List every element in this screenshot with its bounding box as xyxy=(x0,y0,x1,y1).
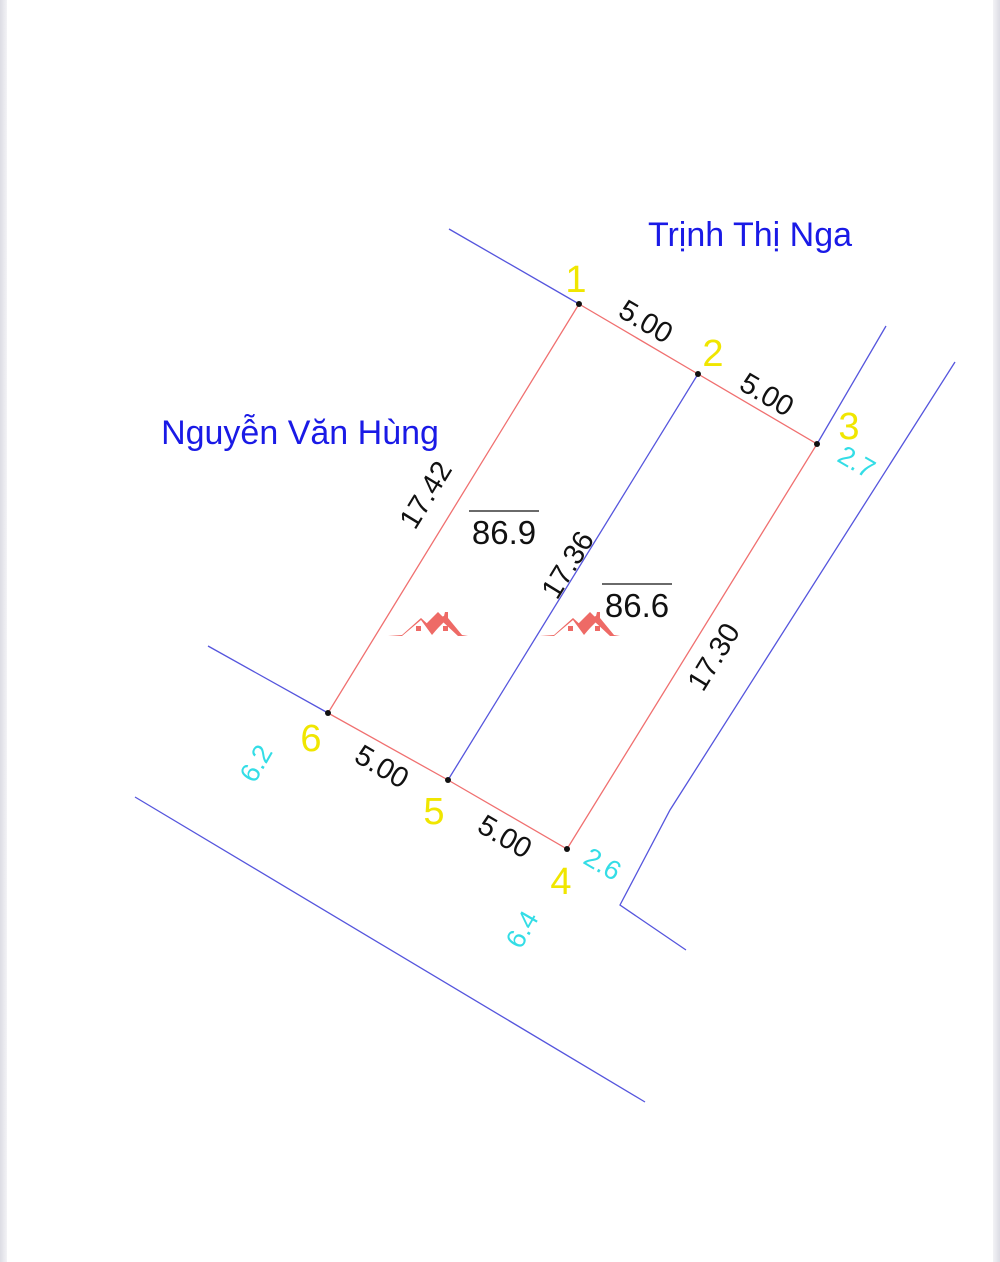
vertex-3 xyxy=(814,441,820,447)
point-label-5: 5 xyxy=(423,791,444,833)
neighbor-lines xyxy=(134,228,956,1103)
point-label-2: 2 xyxy=(702,333,723,375)
dimension-5-2: 17.36 xyxy=(536,526,601,605)
page-edge-left xyxy=(0,0,7,1262)
vertex-5 xyxy=(445,777,451,783)
house-roof-logo xyxy=(388,612,468,636)
neighbor-line-left xyxy=(207,645,329,714)
area-left-lot: 86.9 xyxy=(472,514,536,551)
vertex-4 xyxy=(564,846,570,852)
dimension-1-2: 5.00 xyxy=(613,294,678,350)
point-label-3: 3 xyxy=(838,406,859,448)
point-label-4: 4 xyxy=(550,861,571,903)
dimension-6-5: 5.00 xyxy=(349,739,414,795)
road-edge-bottom xyxy=(134,796,646,1103)
point-label-1: 1 xyxy=(565,259,586,301)
dimension-6-1: 17.42 xyxy=(394,456,459,535)
house-roof-logo xyxy=(540,612,620,636)
elevation-label: 6.2 xyxy=(234,740,279,788)
neighbor-line-top xyxy=(448,228,580,305)
vertex-6 xyxy=(325,710,331,716)
vertex-2 xyxy=(695,371,701,377)
dimension-5-4: 5.00 xyxy=(472,809,537,865)
area-right-lot: 86.6 xyxy=(605,587,669,624)
vertices xyxy=(325,301,820,852)
elevation-label: 2.6 xyxy=(579,842,627,887)
elevation-label: 6.4 xyxy=(500,906,545,954)
vertex-1 xyxy=(576,301,582,307)
road-edge-right xyxy=(619,361,956,951)
page-edge-right xyxy=(993,0,1000,1262)
owner-top: Trịnh Thị Nga xyxy=(648,216,852,254)
division-line-2-5 xyxy=(447,373,699,781)
neighbor-line-right xyxy=(816,325,887,445)
dimension-4-3: 17.30 xyxy=(682,618,747,697)
point-label-6: 6 xyxy=(300,718,321,760)
owner-left: Nguyễn Văn Hùng xyxy=(161,414,439,452)
